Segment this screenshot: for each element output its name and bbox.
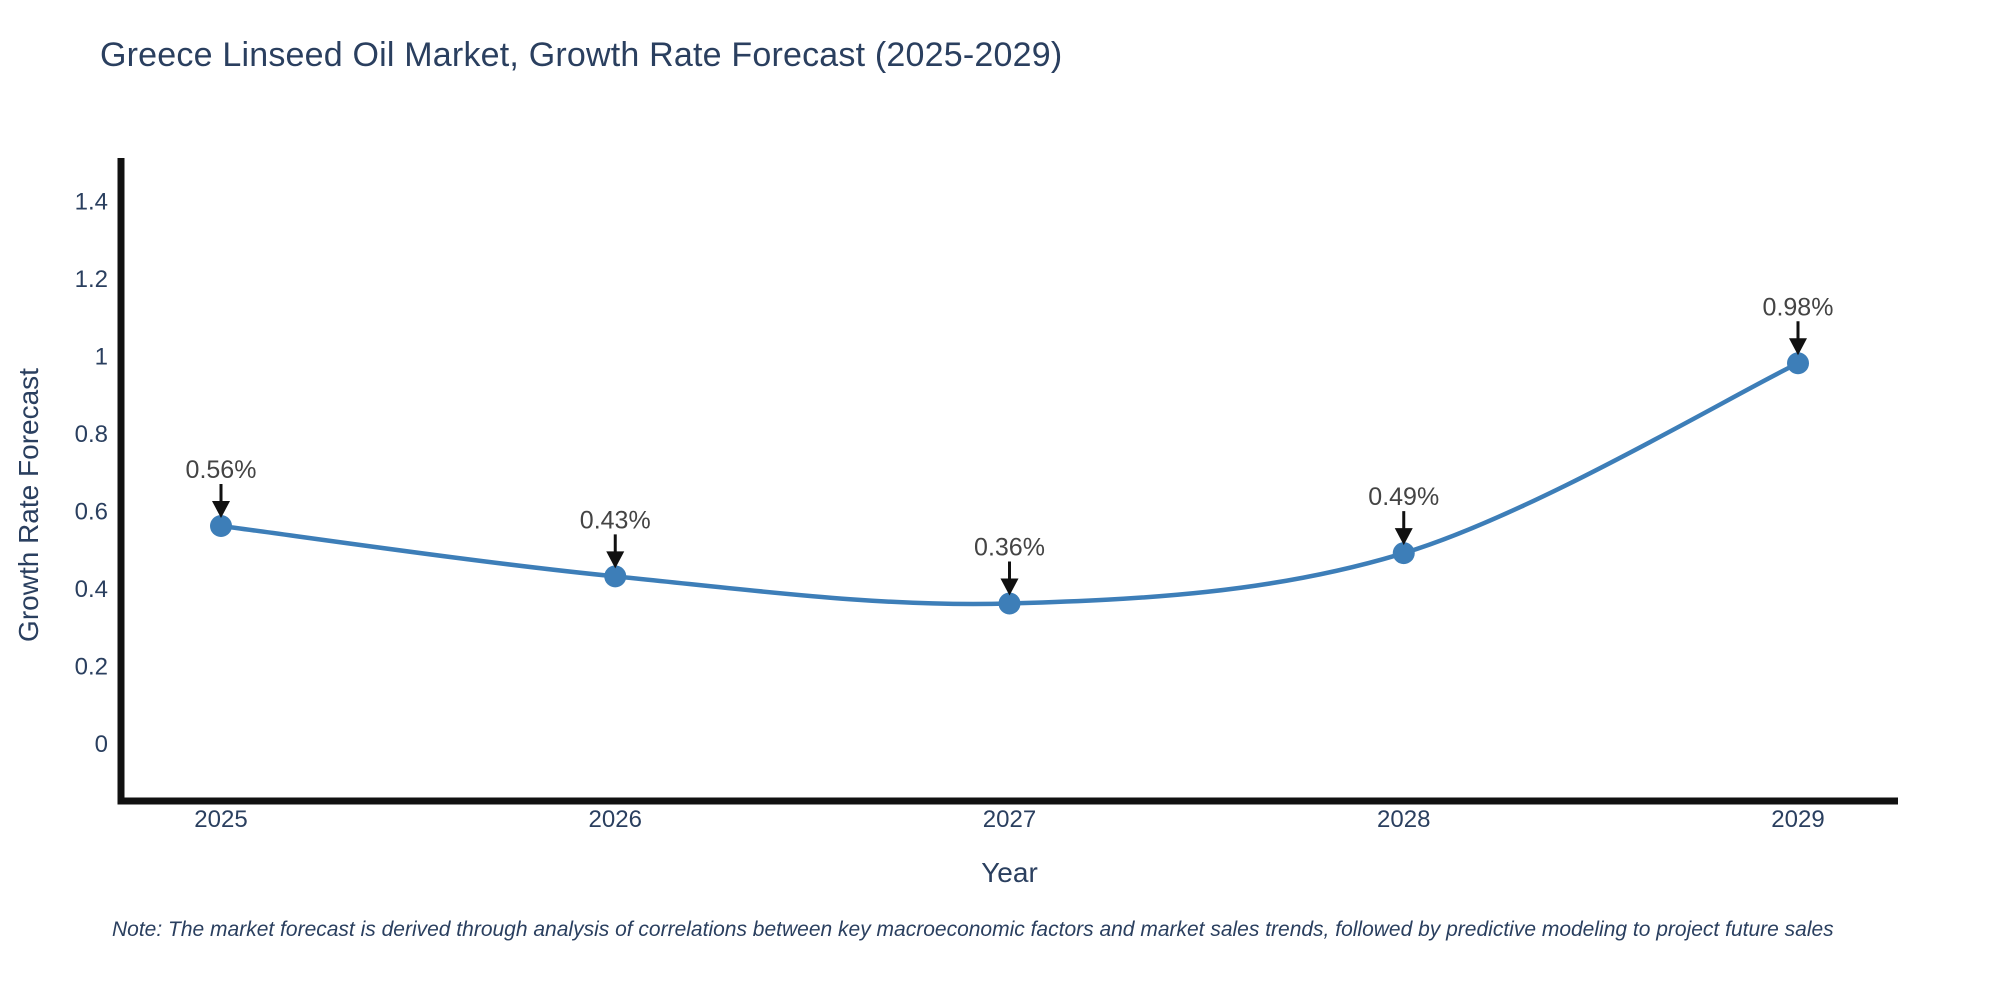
axis-lines [117,158,1898,805]
x-tick-label: 2027 [983,806,1036,833]
footnote: Note: The market forecast is derived thr… [112,918,1834,941]
data-point-marker[interactable] [604,565,627,588]
data-point-marker[interactable] [1392,542,1415,565]
annotation-arrow-head [606,551,625,569]
annotation-arrow-head [1789,338,1807,356]
x-tick-label: 2025 [194,806,247,833]
annotation-arrow-head [1394,528,1413,546]
data-point-label: 0.36% [974,534,1045,562]
y-tick-label: 0.4 [75,576,108,603]
x-tick-label: 2029 [1771,806,1824,833]
data-point-label: 0.49% [1368,483,1439,511]
data-point-label: 0.43% [580,506,651,534]
y-tick-label: 1 [95,344,108,371]
data-point-marker[interactable] [998,592,1021,615]
y-tick-label: 0 [95,731,108,758]
chart-title: Greece Linseed Oil Market, Growth Rate F… [100,36,1063,74]
data-point-label: 0.56% [186,456,257,484]
data-point-marker[interactable] [210,515,232,537]
y-tick-label: 0.6 [75,499,108,526]
x-tick-label: 2028 [1377,806,1430,833]
x-tick-label: 2026 [589,806,642,833]
data-point-marker[interactable] [1787,352,1809,375]
data-point-label: 0.98% [1763,293,1834,321]
annotation-arrow-head [1000,578,1019,596]
y-tick-label: 0.8 [75,421,108,448]
x-axis-title: Year [981,857,1038,888]
y-axis-title: Growth Rate Forecast [13,368,44,642]
y-tick-label: 0.2 [75,654,108,681]
y-tick-label: 1.2 [75,266,108,293]
y-tick-label: 1.4 [75,189,108,216]
annotation-arrow-head [212,501,230,518]
